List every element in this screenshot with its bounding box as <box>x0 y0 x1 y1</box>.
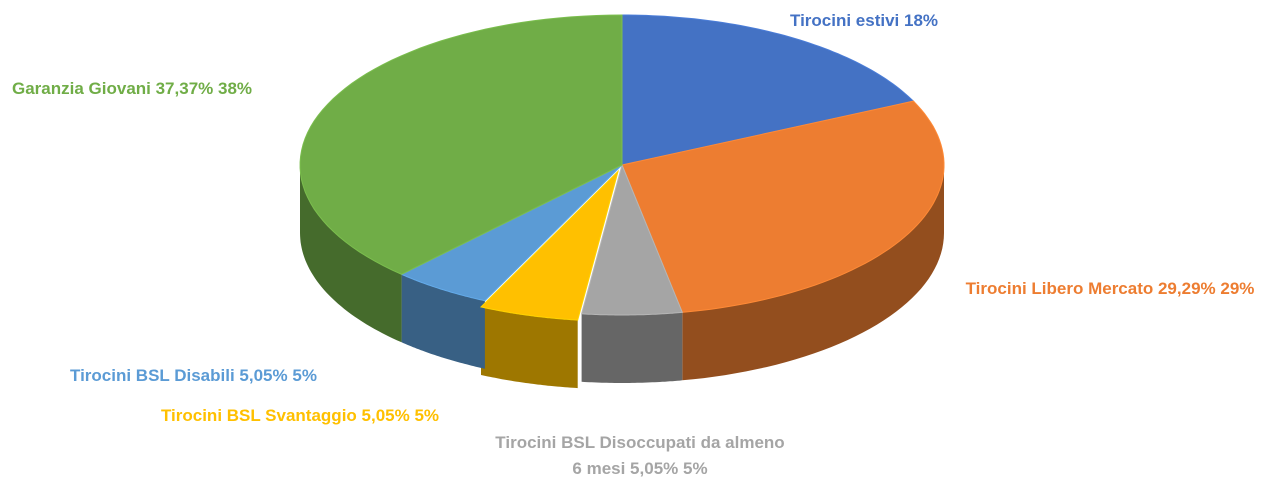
slice-side <box>682 165 944 381</box>
category-label: Tirocini BSL Disabili 5,05% <box>70 366 288 385</box>
value-label: 38% <box>218 79 253 98</box>
data-label: Tirocini estivi 18% <box>790 8 1050 34</box>
data-label: Tirocini Libero Mercato 29,29% 29% <box>940 276 1280 302</box>
category-label: Tirocini BSL Svantaggio 5,05% <box>160 406 410 425</box>
category-label: Tirocini estivi <box>790 11 900 30</box>
slice <box>299 14 623 275</box>
data-label: Tirocini BSL Disoccupati da almeno 6 mes… <box>490 430 790 482</box>
slice <box>400 164 623 302</box>
slice-side <box>481 307 578 389</box>
data-label: Garanzia Giovani 37,37% 38% <box>12 76 372 102</box>
value-label: 29% <box>1220 279 1255 298</box>
category-label: Tirocini BSL Disoccupati da almeno 6 mes… <box>495 433 785 478</box>
value-label: 5% <box>683 459 708 478</box>
value-label: 18% <box>904 11 939 30</box>
slice <box>580 163 684 316</box>
value-label: 5% <box>414 406 440 425</box>
category-label: Tirocini Libero Mercato 29,29% <box>965 279 1216 298</box>
category-label: Garanzia Giovani 37,37% <box>12 79 214 98</box>
slice-side <box>581 312 683 383</box>
slice <box>621 14 915 166</box>
slice-side <box>300 165 402 343</box>
slice <box>621 100 945 313</box>
data-label: Tirocini BSL Disabili 5,05% 5% <box>70 363 430 389</box>
slice-side <box>401 274 485 369</box>
value-label: 5% <box>292 366 317 385</box>
data-label: Tirocini BSL Svantaggio 5,05% 5% <box>135 403 465 429</box>
slice <box>479 169 620 321</box>
